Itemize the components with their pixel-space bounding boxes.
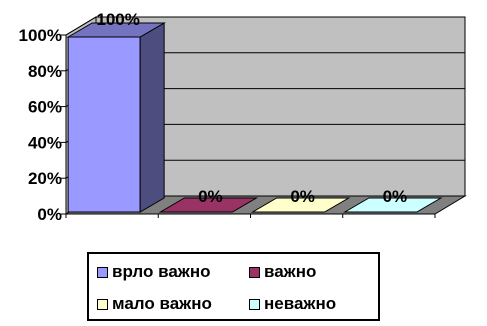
data-label: 0%	[198, 187, 223, 206]
y-tick-label: 40%	[28, 133, 62, 152]
legend-label: неважно	[264, 294, 337, 313]
data-label: 100%	[96, 10, 139, 29]
data-label: 0%	[290, 187, 315, 206]
bar-chart: 0% 20% 40% 60% 80% 100% 100% 0% 0% 0%	[19, 10, 467, 224]
bars	[66, 22, 443, 213]
legend-label: врло важно	[112, 262, 211, 281]
legend-swatch	[249, 298, 260, 310]
legend-item-vrlo-vazno: врло важно	[97, 262, 210, 282]
legend-swatch	[97, 298, 108, 310]
bar-top-flat	[158, 197, 259, 213]
legend-label: мало важно	[112, 294, 212, 313]
gridline	[65, 16, 465, 36]
y-tick-label: 80%	[28, 62, 62, 81]
y-tick-label: 0%	[37, 205, 62, 224]
legend-item-vazno: важно	[249, 262, 316, 282]
legend-label: важно	[264, 262, 317, 281]
y-tick-label: 20%	[28, 169, 62, 188]
y-tick-label: 100%	[19, 26, 62, 45]
bar	[250, 197, 351, 213]
legend: врло важно важно мало важно неважно	[87, 252, 380, 321]
bar-side	[139, 22, 165, 213]
bar	[66, 22, 166, 213]
bar-front	[67, 36, 141, 213]
bar	[158, 197, 259, 213]
value-axis: 0% 20% 40% 60% 80% 100%	[19, 26, 436, 224]
bar-top-flat	[250, 197, 351, 213]
data-labels: 100% 0% 0% 0%	[96, 10, 407, 206]
legend-swatch	[97, 266, 108, 278]
legend-item-malo-vazno: мало важно	[97, 294, 212, 314]
legend-swatch	[249, 266, 260, 278]
legend-item-nevazno: неважно	[249, 294, 336, 314]
data-label: 0%	[383, 187, 408, 206]
bar-top	[66, 22, 166, 38]
bar	[343, 197, 443, 213]
y-tick-label: 60%	[28, 98, 62, 117]
bar-top-flat	[343, 197, 443, 213]
